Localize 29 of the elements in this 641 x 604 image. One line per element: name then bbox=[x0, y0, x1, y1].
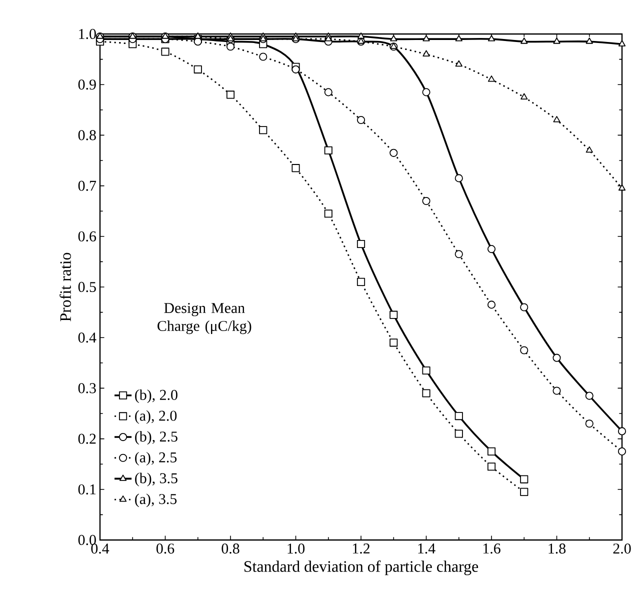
x-tick-label: 1.6 bbox=[483, 544, 500, 554]
y-tick-label: 0.2 bbox=[78, 434, 96, 444]
y-tick-label: 0.8 bbox=[78, 130, 96, 140]
y-tick-label: 0.4 bbox=[78, 332, 96, 343]
x-tick-label: 1.8 bbox=[548, 544, 566, 554]
x-axis-title: Standard deviation of particle charge bbox=[244, 560, 478, 576]
legend-label: (b), 3.5 bbox=[135, 472, 178, 486]
legend-label: (a), 2.5 bbox=[135, 452, 177, 466]
x-tick-label: 1.2 bbox=[352, 544, 370, 554]
legend-label: (b), 2.5 bbox=[135, 431, 178, 445]
y-tick-label: 0.7 bbox=[78, 180, 96, 191]
y-axis-title: Profit ratio bbox=[60, 252, 71, 322]
y-tick-label: 0.0 bbox=[78, 534, 96, 546]
y-tick-label: 0.9 bbox=[78, 80, 96, 90]
x-tick-label: 0.8 bbox=[222, 544, 240, 554]
x-tick-label: 2.0 bbox=[613, 544, 631, 554]
y-tick-label: 1.0 bbox=[79, 28, 96, 40]
y-tick-label: 0.1 bbox=[78, 484, 96, 494]
y-tick-label: 0.3 bbox=[78, 383, 96, 394]
legend-label: (a), 3.5 bbox=[135, 494, 177, 508]
legend-label: (a), 2.0 bbox=[135, 410, 177, 424]
x-tick-label: 1.4 bbox=[418, 544, 436, 554]
x-tick-label: 0.4 bbox=[91, 544, 110, 554]
legend-label: (b), 2.0 bbox=[135, 389, 178, 403]
x-tick-label: 0.6 bbox=[156, 544, 174, 554]
y-tick-label: 0.5 bbox=[78, 282, 96, 292]
y-tick-label: 0.6 bbox=[78, 231, 96, 242]
legend-title: Design Mean Charge (μC/kg) bbox=[158, 303, 252, 334]
x-tick-label: 1.0 bbox=[288, 544, 305, 554]
